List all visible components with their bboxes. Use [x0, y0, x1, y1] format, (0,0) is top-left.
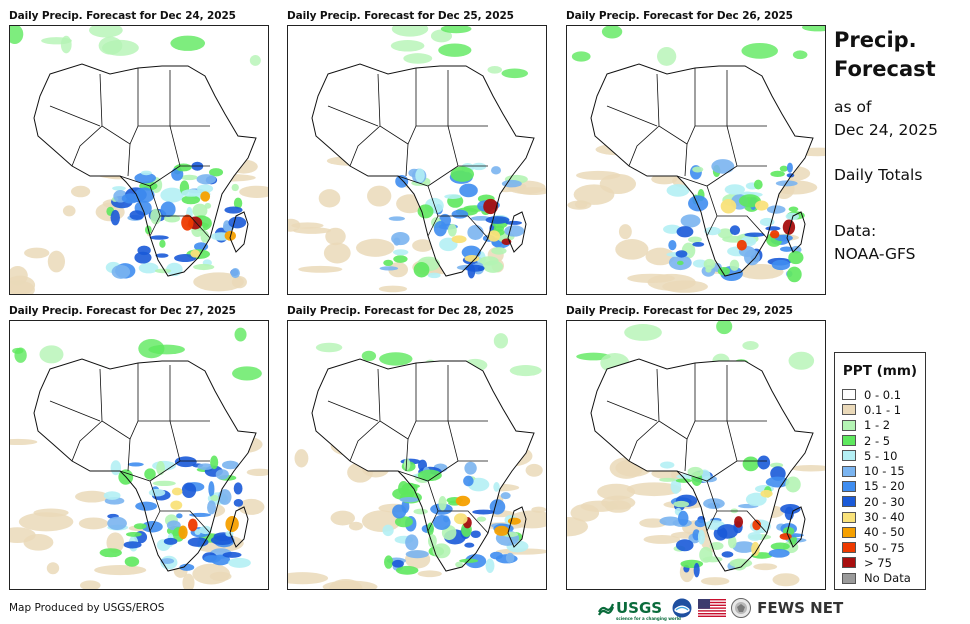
panel-title: Daily Precip. Forecast for Dec 28, 2025 [287, 305, 514, 317]
legend-swatch [842, 496, 856, 508]
legend-label: 15 - 20 [864, 479, 905, 494]
legend-label: > 75 [864, 555, 892, 570]
legend-label: 2 - 5 [864, 433, 891, 448]
panel-title: Daily Precip. Forecast for Dec 24, 2025 [9, 10, 236, 22]
legend-row: 15 - 20 [835, 479, 925, 494]
legend-label: 30 - 40 [864, 510, 905, 525]
precip-map [287, 320, 547, 590]
precip-map [287, 25, 547, 295]
legend-swatch [842, 465, 856, 477]
credit-text: Map Produced by USGS/EROS [9, 602, 165, 614]
legend-swatch [842, 572, 856, 584]
totals-label: Daily Totals [834, 166, 923, 184]
legend-row: 20 - 30 [835, 494, 925, 509]
legend-title: PPT (mm) [842, 363, 918, 379]
legend-row: 40 - 50 [835, 525, 925, 540]
legend-label: 10 - 15 [864, 464, 905, 479]
state-dept-seal-icon [731, 598, 752, 618]
legend-label: 0 - 0.1 [864, 387, 902, 402]
noaa-logo-icon [672, 598, 692, 618]
precip-map [9, 25, 269, 295]
asof-date: Dec 24, 2025 [834, 121, 938, 139]
legend-row: No Data [835, 571, 925, 586]
data-source: NOAA-GFS [834, 245, 916, 263]
legend-swatch [842, 511, 856, 523]
legend-row: 5 - 10 [835, 448, 925, 463]
panel-title: Daily Precip. Forecast for Dec 27, 2025 [9, 305, 236, 317]
legend-label: No Data [864, 571, 911, 586]
main-title-line1: Precip. [834, 28, 917, 52]
legend-row: 0 - 0.1 [835, 387, 925, 402]
usgs-logo: USGS science for a changing world [598, 599, 681, 621]
legend-row: > 75 [835, 555, 925, 570]
precip-map [566, 320, 826, 590]
legend-row: 30 - 40 [835, 509, 925, 524]
info-panel: Precip. Forecast as of Dec 24, 2025 Dail… [834, 26, 964, 266]
asof-label: as of [834, 98, 872, 116]
legend-label: 0.1 - 1 [864, 402, 902, 417]
legend-label: 40 - 50 [864, 525, 905, 540]
legend-label: 1 - 2 [864, 418, 891, 433]
logo-strip: USGS science for a changing world FEWS N… [598, 597, 844, 621]
precip-map [9, 320, 269, 590]
main-title-line2: Forecast [834, 57, 936, 81]
usgs-wave-icon [598, 603, 614, 616]
legend-swatch [842, 526, 856, 538]
panel-title: Daily Precip. Forecast for Dec 26, 2025 [566, 10, 793, 22]
data-label: Data: [834, 222, 877, 240]
legend-swatch [842, 419, 856, 431]
legend-row: 0.1 - 1 [835, 402, 925, 417]
legend-row: 2 - 5 [835, 433, 925, 448]
panel-title: Daily Precip. Forecast for Dec 25, 2025 [287, 10, 514, 22]
precip-map [566, 25, 826, 295]
legend-swatch [842, 389, 856, 401]
legend-swatch [842, 404, 856, 416]
legend-row: 10 - 15 [835, 463, 925, 478]
usgs-tagline: science for a changing world [616, 616, 681, 621]
legend-swatch [842, 450, 856, 462]
legend-label: 20 - 30 [864, 494, 905, 509]
legend-swatch [842, 557, 856, 569]
legend-row: 50 - 75 [835, 540, 925, 555]
fews-net-text: FEWS NET [757, 599, 844, 617]
legend-swatch [842, 480, 856, 492]
usgs-text: USGS [616, 599, 663, 617]
legend-label: 50 - 75 [864, 540, 905, 555]
legend-swatch [842, 542, 856, 554]
legend-label: 5 - 10 [864, 448, 898, 463]
legend-row: 1 - 2 [835, 418, 925, 433]
us-flag-icon [698, 599, 727, 617]
legend-swatch [842, 435, 856, 447]
panel-title: Daily Precip. Forecast for Dec 29, 2025 [566, 305, 793, 317]
